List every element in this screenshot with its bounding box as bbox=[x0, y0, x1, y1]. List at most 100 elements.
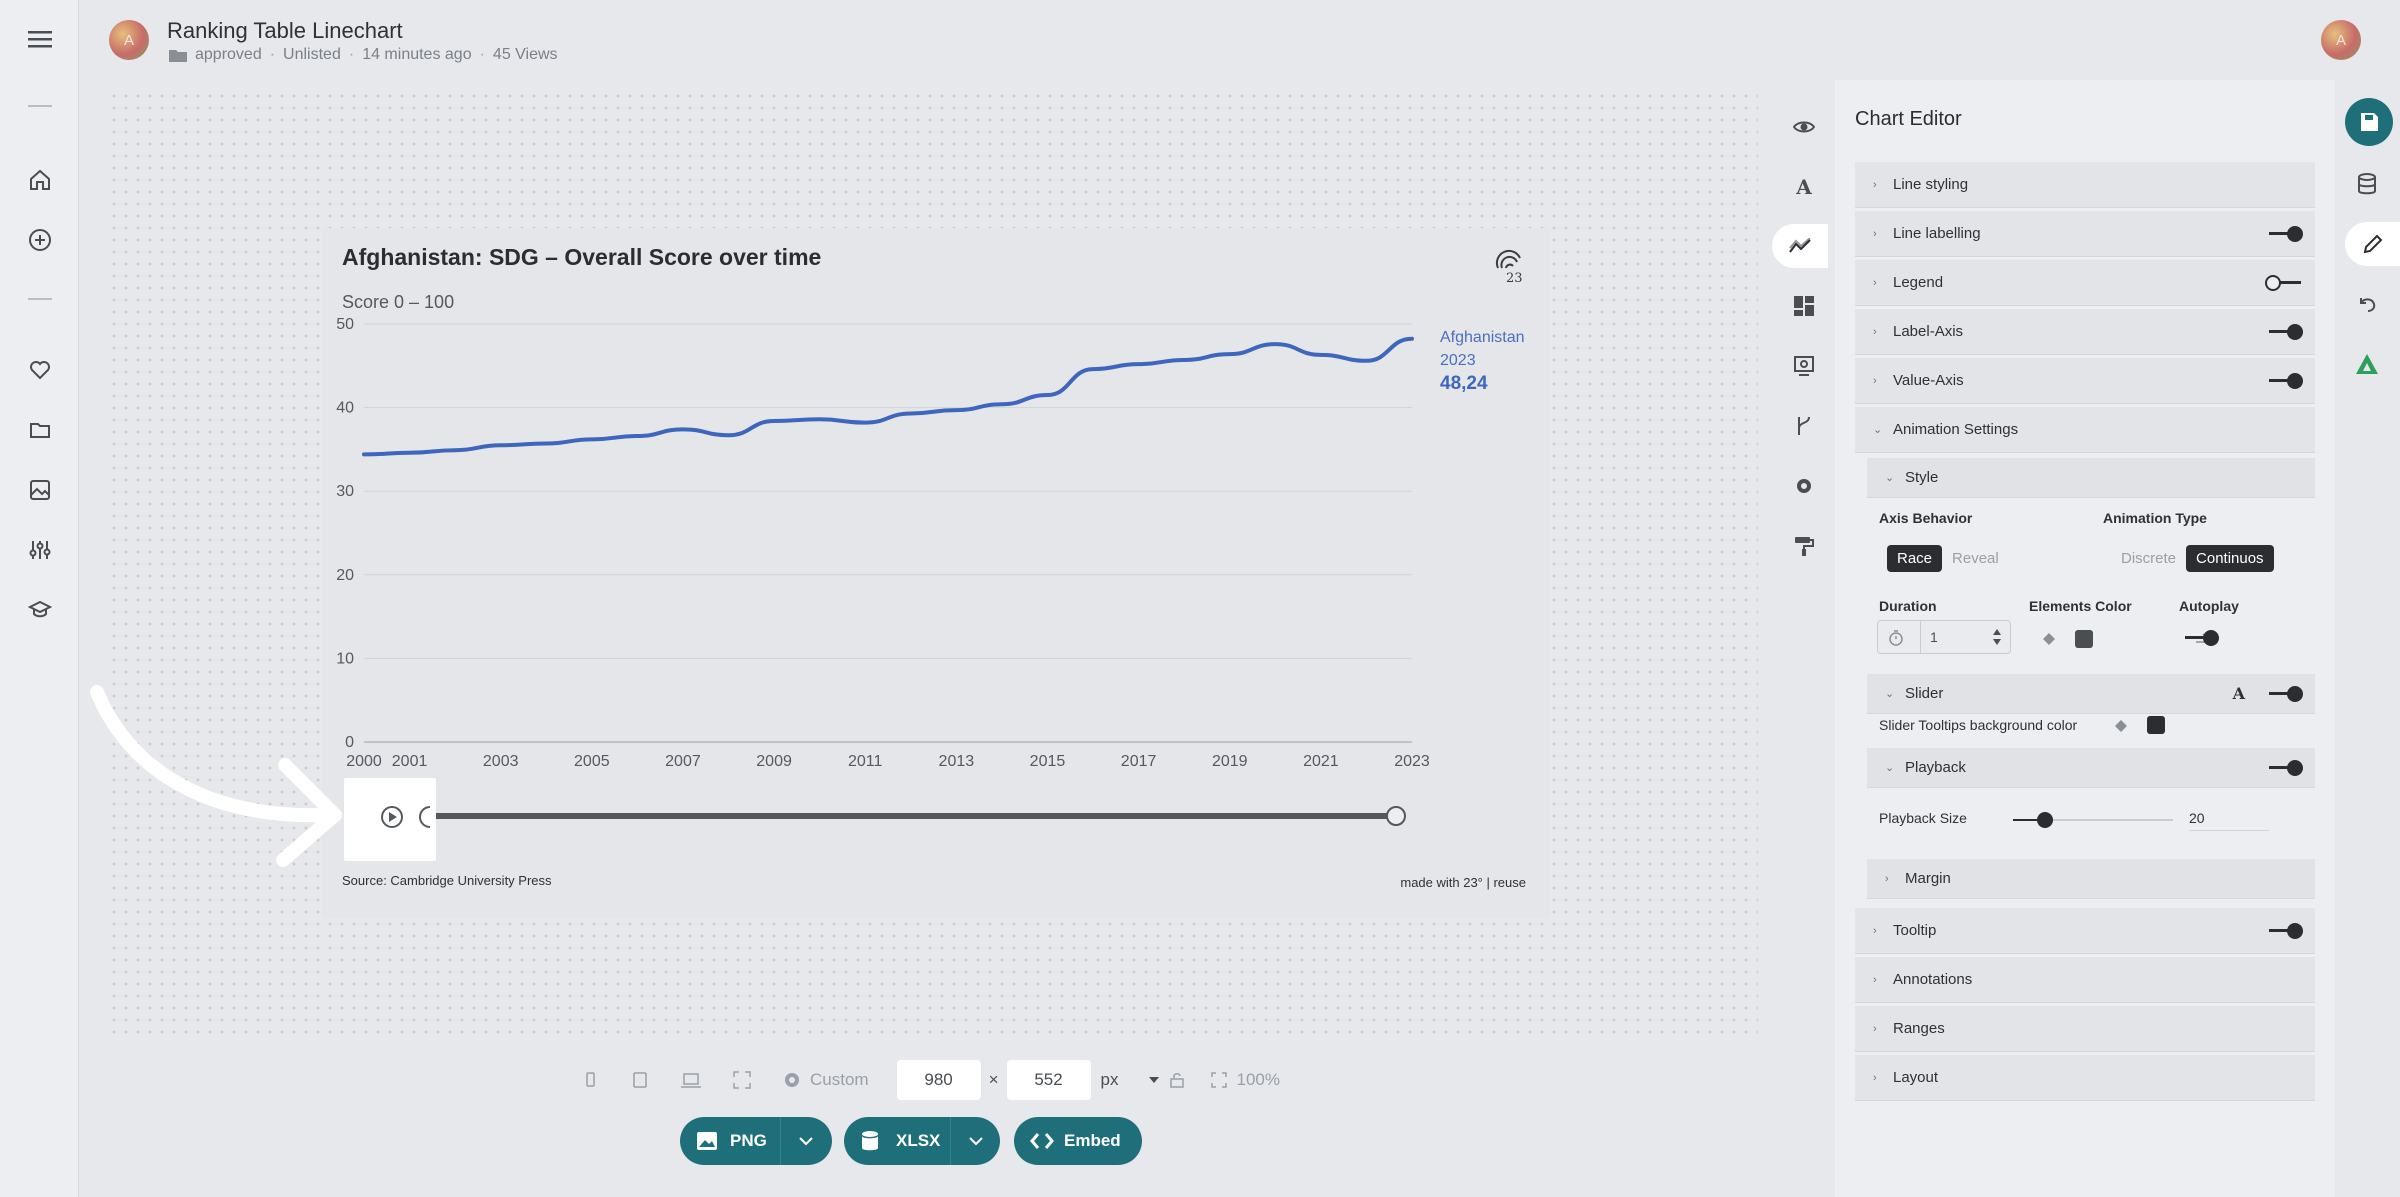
section-label: Value-Axis bbox=[1893, 372, 1964, 389]
phone-icon[interactable] bbox=[580, 1070, 600, 1090]
label-axis-toggle[interactable] bbox=[2265, 323, 2303, 341]
slider-tooltip-bg-swatch[interactable] bbox=[2147, 716, 2165, 734]
section-layout[interactable]: › Layout bbox=[1855, 1055, 2315, 1101]
time-slider-handle[interactable] bbox=[1386, 806, 1406, 826]
laptop-icon[interactable] bbox=[680, 1070, 702, 1090]
sliders-icon[interactable] bbox=[20, 530, 60, 570]
playback-size-slider-handle[interactable] bbox=[2037, 812, 2053, 828]
text-icon[interactable]: A bbox=[1796, 175, 1812, 199]
playback-size-value[interactable]: 20 bbox=[2189, 810, 2269, 831]
y-tick-label: 0 bbox=[345, 734, 354, 751]
continuos-option[interactable]: Continuos bbox=[2186, 544, 2274, 572]
height-input[interactable]: 552 bbox=[1006, 1060, 1091, 1100]
slider-start-handle[interactable] bbox=[418, 804, 432, 830]
discrete-option[interactable]: Discrete bbox=[2121, 549, 2177, 567]
menu-icon[interactable] bbox=[20, 19, 60, 59]
lock-ratio-icon[interactable] bbox=[1168, 1071, 1186, 1089]
layout-grid-icon[interactable] bbox=[1782, 284, 1826, 328]
chevron-down-icon[interactable] bbox=[1148, 1075, 1160, 1085]
line-labelling-toggle[interactable] bbox=[2265, 225, 2303, 243]
preview-icon[interactable] bbox=[1782, 105, 1826, 149]
subsection-playback[interactable]: ⌄ Playback bbox=[1867, 748, 2315, 788]
subsection-style[interactable]: ⌄ Style bbox=[1867, 458, 2315, 498]
animation-type-toggle[interactable]: Discrete Continuos bbox=[2111, 543, 2274, 573]
image-frame-icon[interactable] bbox=[1782, 344, 1826, 388]
chart-type-icon[interactable] bbox=[1772, 224, 1828, 268]
database-icon[interactable] bbox=[2345, 162, 2389, 206]
embed-button[interactable]: Embed bbox=[1014, 1117, 1142, 1165]
section-animation-settings[interactable]: ⌄ Animation Settings bbox=[1855, 407, 2315, 453]
learn-icon[interactable] bbox=[20, 590, 60, 630]
made-with-credit[interactable]: made with 23° | reuse bbox=[1400, 875, 1526, 890]
undo-icon[interactable] bbox=[2345, 282, 2389, 326]
xlsx-options-caret[interactable] bbox=[950, 1117, 1000, 1165]
time-slider-track[interactable] bbox=[414, 813, 1394, 819]
section-label-axis[interactable]: › Label-Axis bbox=[1855, 309, 2315, 355]
settings-icon[interactable] bbox=[1782, 464, 1826, 508]
timer-icon bbox=[1889, 630, 1903, 646]
autoplay-toggle[interactable] bbox=[2181, 629, 2219, 647]
section-label: Ranges bbox=[1893, 1020, 1945, 1037]
paint-roller-icon[interactable] bbox=[1782, 524, 1826, 568]
image-icon[interactable] bbox=[20, 470, 60, 510]
save-icon[interactable] bbox=[2345, 98, 2393, 146]
user-avatar[interactable]: A bbox=[2321, 20, 2361, 60]
fullscreen-icon[interactable] bbox=[732, 1070, 752, 1090]
stepper-arrows-icon[interactable] bbox=[1992, 627, 2002, 647]
autoplay-label: Autoplay bbox=[2179, 598, 2239, 614]
tablet-icon[interactable] bbox=[630, 1070, 650, 1090]
axis-behavior-toggle[interactable]: Race Reveal bbox=[1887, 543, 2009, 573]
value-axis-toggle[interactable] bbox=[2265, 372, 2303, 390]
section-ranges[interactable]: › Ranges bbox=[1855, 1006, 2315, 1052]
playback-size-slider-track[interactable] bbox=[2013, 812, 2173, 828]
folder-icon[interactable] bbox=[20, 410, 60, 450]
zoom-level[interactable]: 100% bbox=[1236, 1070, 1280, 1089]
fit-screen-icon[interactable] bbox=[1210, 1071, 1228, 1089]
subsection-slider[interactable]: ⌄ Slider A bbox=[1867, 674, 2315, 714]
size-preset[interactable]: Custom bbox=[810, 1070, 869, 1089]
legend-toggle[interactable] bbox=[2265, 274, 2303, 292]
reveal-option[interactable]: Reveal bbox=[1952, 549, 1999, 567]
race-option[interactable]: Race bbox=[1887, 544, 1943, 572]
elements-color-swatch[interactable] bbox=[2075, 630, 2093, 648]
edit-icon[interactable] bbox=[2345, 222, 2400, 266]
section-value-axis[interactable]: › Value-Axis bbox=[1855, 358, 2315, 404]
playback-toggle[interactable] bbox=[2265, 759, 2303, 777]
paint-bucket-icon bbox=[2115, 720, 2127, 732]
section-line-styling[interactable]: › Line styling bbox=[1855, 162, 2315, 208]
folder-name[interactable]: approved bbox=[195, 46, 262, 63]
image-icon bbox=[697, 1132, 717, 1150]
duration-label: Duration bbox=[1879, 598, 1937, 614]
home-icon[interactable] bbox=[20, 160, 60, 200]
right-rail bbox=[2335, 80, 2400, 1197]
chevron-right-icon: › bbox=[1885, 872, 1889, 885]
chevron-down-icon: ⌄ bbox=[1873, 424, 1883, 436]
section-annotations[interactable]: › Annotations bbox=[1855, 957, 2315, 1003]
favorites-icon[interactable] bbox=[20, 350, 60, 390]
section-legend[interactable]: › Legend bbox=[1855, 260, 2315, 306]
document-title[interactable]: Ranking Table Linechart bbox=[167, 18, 403, 43]
end-label: Afghanistan 2023 48,24 bbox=[1440, 326, 1525, 395]
unit-select[interactable]: px bbox=[1100, 1070, 1119, 1089]
section-tooltip[interactable]: › Tooltip bbox=[1855, 908, 2315, 954]
png-options-caret[interactable] bbox=[780, 1117, 830, 1165]
export-png-button[interactable]: PNG bbox=[680, 1117, 832, 1165]
author-avatar[interactable]: A bbox=[109, 20, 149, 60]
section-line-labelling[interactable]: › Line labelling bbox=[1855, 211, 2315, 257]
brand-logo-icon[interactable] bbox=[2345, 342, 2389, 386]
settings-icon[interactable] bbox=[782, 1070, 802, 1090]
width-input[interactable]: 980 bbox=[896, 1060, 981, 1100]
slider-text-style-icon[interactable]: A bbox=[2232, 684, 2245, 703]
duration-input[interactable]: 1 bbox=[1877, 620, 2011, 654]
play-icon[interactable] bbox=[379, 804, 405, 830]
section-label: Layout bbox=[1893, 1069, 1939, 1086]
section-label: Playback bbox=[1905, 759, 1966, 776]
slider-toggle[interactable] bbox=[2265, 685, 2303, 703]
section-label: Tooltip bbox=[1893, 922, 1937, 939]
tooltip-toggle[interactable] bbox=[2265, 922, 2303, 940]
subsection-margin[interactable]: › Margin bbox=[1867, 859, 2315, 899]
section-label: Animation Settings bbox=[1893, 421, 2019, 438]
branch-icon[interactable] bbox=[1782, 404, 1826, 448]
add-icon[interactable] bbox=[20, 220, 60, 260]
export-xlsx-button[interactable]: XLSX bbox=[844, 1117, 1000, 1165]
